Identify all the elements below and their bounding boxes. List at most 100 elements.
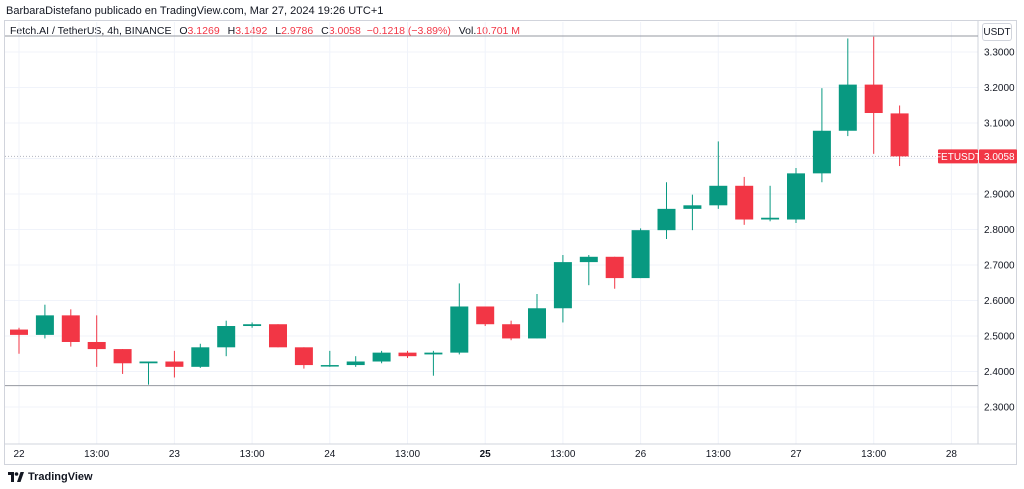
time-tick-label: 13:00 bbox=[84, 449, 109, 460]
candle-body bbox=[864, 84, 883, 114]
candle-body bbox=[372, 352, 391, 362]
price-tick-label: 2.4000 bbox=[984, 367, 1015, 378]
high-value: 3.1492 bbox=[235, 25, 268, 37]
candle-body bbox=[890, 113, 909, 157]
time-tick-label: 13:00 bbox=[550, 449, 575, 460]
candle-body bbox=[761, 217, 780, 220]
candle-body bbox=[87, 341, 106, 350]
candle-body bbox=[683, 205, 702, 209]
candle bbox=[10, 327, 28, 354]
candle-body bbox=[631, 230, 650, 279]
last-price-value: 3.0058 bbox=[984, 152, 1015, 163]
candle-body bbox=[294, 347, 313, 366]
time-tick-label: 13:00 bbox=[706, 449, 731, 460]
price-tick-label: 3.2000 bbox=[984, 83, 1015, 94]
candle bbox=[553, 255, 572, 323]
candle bbox=[502, 320, 521, 341]
tradingview-brand: TradingView bbox=[28, 471, 93, 483]
close-value: 3.0058 bbox=[328, 25, 361, 37]
candle-body bbox=[553, 262, 572, 309]
candle-body bbox=[113, 349, 132, 364]
price-tick-label: 3.1000 bbox=[984, 118, 1015, 129]
candle bbox=[838, 38, 857, 137]
low-label: L bbox=[275, 25, 282, 37]
candle bbox=[631, 228, 650, 279]
candle bbox=[165, 350, 184, 378]
candle-body bbox=[320, 365, 339, 367]
candle bbox=[113, 349, 132, 374]
time-tick-label: 13:00 bbox=[395, 449, 420, 460]
time-tick-label: 25 bbox=[480, 449, 492, 460]
volume-label: Vol. bbox=[458, 25, 477, 37]
candle bbox=[243, 322, 262, 328]
candle bbox=[35, 304, 54, 339]
publication-caption: BarbaraDistefano publicado en TradingVie… bbox=[6, 5, 384, 17]
time-axis[interactable]: 22 13:00 23 13:00 24 13:00 25 13:00 26 13:00 27 13:… bbox=[13, 449, 957, 460]
last-price-value-box bbox=[979, 149, 1017, 164]
candle bbox=[398, 350, 417, 358]
candle bbox=[709, 141, 728, 209]
candle-body bbox=[735, 185, 754, 220]
candle bbox=[294, 347, 313, 369]
price-tick-label: 3.3000 bbox=[984, 47, 1015, 58]
candle-body bbox=[838, 84, 857, 131]
candle bbox=[320, 350, 339, 367]
candle-body bbox=[605, 256, 624, 279]
high-label: H bbox=[227, 25, 236, 37]
candle bbox=[87, 315, 106, 367]
candle bbox=[864, 36, 883, 154]
horizontal-lines bbox=[5, 35, 978, 387]
time-tick-label: 23 bbox=[169, 449, 181, 460]
candle bbox=[61, 309, 80, 347]
candle-body bbox=[579, 256, 598, 263]
candle-body bbox=[191, 347, 210, 367]
time-tick-label: 13:00 bbox=[240, 449, 265, 460]
candle-body bbox=[502, 324, 521, 339]
candle bbox=[890, 105, 909, 167]
time-tick-label: 24 bbox=[324, 449, 336, 460]
candle bbox=[579, 255, 598, 286]
candle bbox=[657, 182, 676, 240]
candle bbox=[528, 294, 546, 339]
symbol-title[interactable]: Fetch.AI / TetherUS, 4h, BINANCE bbox=[10, 25, 172, 37]
candle bbox=[735, 176, 754, 225]
last-price-tag: FETUSDT 3.0058 bbox=[935, 149, 1017, 164]
time-tick-label: 27 bbox=[790, 449, 802, 460]
candle bbox=[476, 306, 495, 327]
candle-body bbox=[243, 324, 262, 327]
candle-body bbox=[657, 208, 676, 231]
price-tick-label: 2.3000 bbox=[984, 402, 1015, 413]
price-tick-label: 2.7000 bbox=[984, 260, 1015, 271]
candle bbox=[812, 88, 831, 183]
candle bbox=[139, 361, 158, 385]
candle bbox=[346, 356, 365, 367]
candle-body bbox=[398, 352, 417, 357]
low-value: 2.9786 bbox=[281, 25, 314, 37]
price-axis[interactable]: 2.3000 2.4000 2.5000 2.6000 2.7000 2.8000 2.90… bbox=[984, 47, 1015, 413]
candle bbox=[424, 350, 443, 376]
candle-body bbox=[35, 315, 54, 335]
time-tick-label: 22 bbox=[13, 449, 25, 460]
candle-body bbox=[139, 361, 158, 364]
last-price-symbol: FETUSDT bbox=[935, 152, 981, 163]
currency-unit-button[interactable]: USDT bbox=[982, 23, 1012, 41]
candle-body bbox=[217, 326, 236, 348]
candle-body bbox=[10, 329, 28, 335]
candle bbox=[761, 185, 780, 222]
open-label: O bbox=[179, 25, 188, 37]
candle bbox=[605, 256, 624, 289]
candle-body bbox=[528, 308, 546, 339]
candle-body bbox=[450, 306, 469, 353]
candle bbox=[683, 194, 702, 231]
time-tick-label: 26 bbox=[635, 449, 647, 460]
change-value: −0.1218 (−3.89%) bbox=[366, 25, 451, 37]
chart-frame bbox=[4, 20, 1017, 465]
candle bbox=[191, 343, 210, 368]
price-tick-label: 2.5000 bbox=[984, 331, 1015, 342]
volume-value: 10.701 M bbox=[476, 25, 521, 37]
price-tick-label: 2.8000 bbox=[984, 225, 1015, 236]
candle-body bbox=[476, 306, 495, 325]
candle-body bbox=[61, 315, 80, 342]
candle-body bbox=[165, 361, 184, 367]
